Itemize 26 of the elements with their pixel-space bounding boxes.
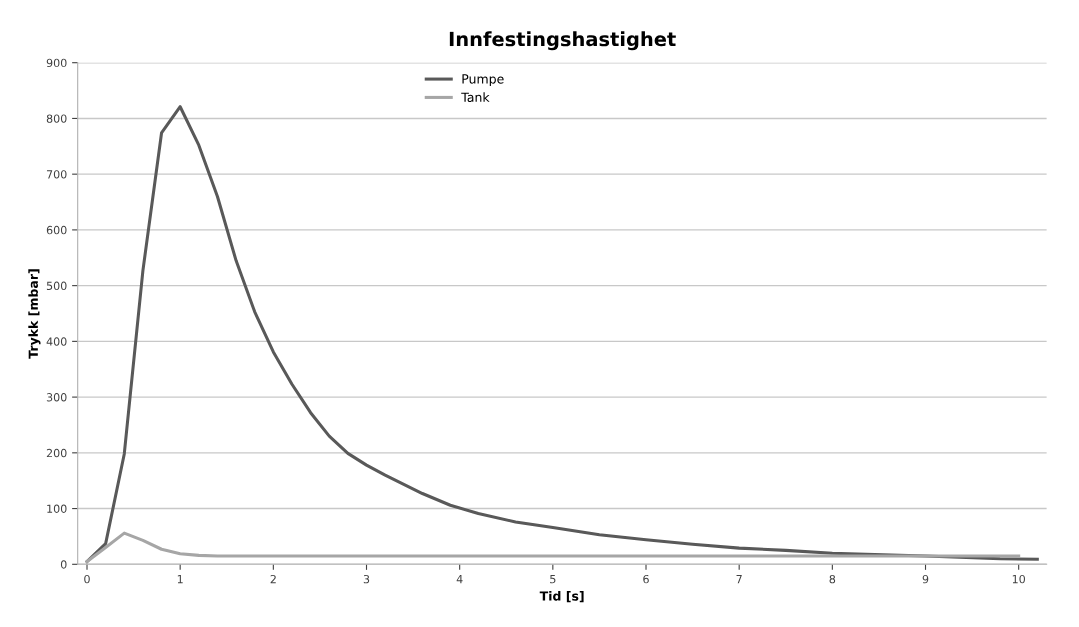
y-tick-label: 300 [46,393,67,402]
y-tick-label: 900 [46,58,67,68]
y-axis-title: Trykk [mbar] [28,269,41,359]
x-tick-label: 4 [456,575,463,584]
y-tick-label: 800 [46,114,67,123]
x-tick-label: 1 [177,575,183,584]
x-tick-label: 5 [550,575,556,584]
y-tick-label: 700 [46,170,67,179]
x-tick-label: 9 [922,574,929,584]
x-tick-label: 0 [84,574,90,584]
y-tick-label: 0 [60,560,67,569]
chart-title: Innfestingshastighet [449,31,676,51]
legend-label: Pumpe [462,74,504,87]
y-tick-label: 600 [46,225,67,235]
x-axis-title: Tid [s] [539,591,584,603]
y-tick-label: 200 [46,448,67,458]
x-tick-label: 7 [736,575,742,584]
y-tick-label: 400 [46,337,67,346]
x-tick-label: 8 [829,574,836,584]
y-tick-label: 100 [47,504,67,513]
x-tick-label: 10 [1012,574,1026,584]
y-tick-label: 500 [46,281,67,291]
legend-label: Tank [461,92,490,102]
x-tick-label: 2 [270,574,276,584]
x-tick-label: 6 [643,574,649,584]
x-tick-label: 3 [363,574,370,584]
